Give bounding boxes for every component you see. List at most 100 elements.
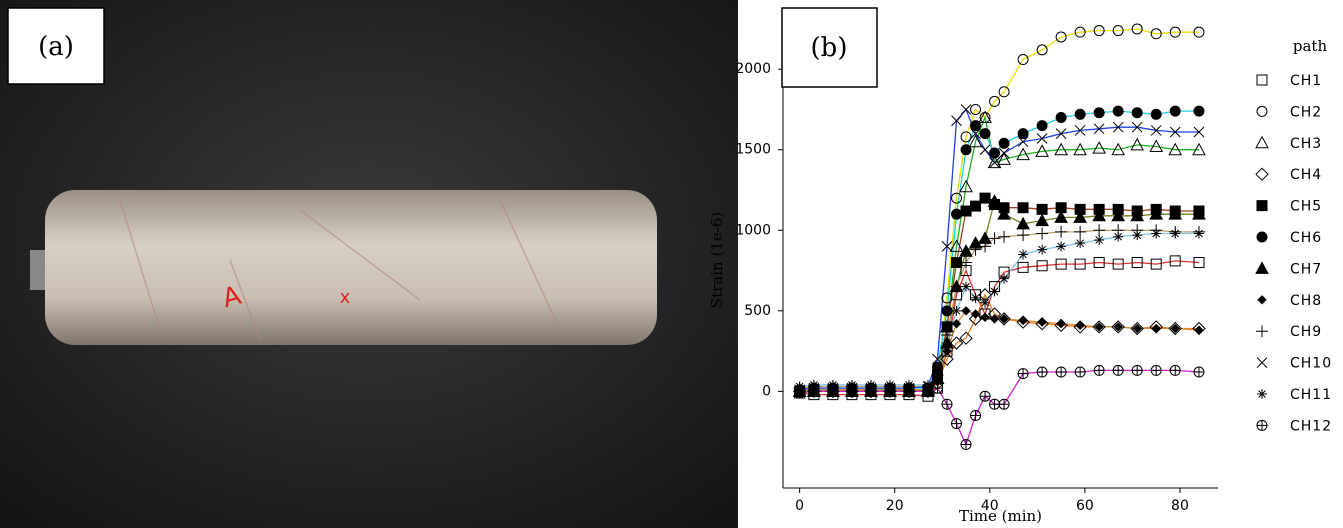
marker	[961, 282, 971, 292]
marker	[1018, 369, 1028, 379]
marker	[981, 313, 989, 321]
marker	[980, 193, 990, 203]
x-tick-label: 60	[1076, 498, 1094, 514]
marker	[952, 257, 962, 267]
photo-panel: A x (a)	[0, 0, 738, 528]
marker	[1170, 106, 1180, 116]
marker	[1018, 129, 1028, 139]
marker	[990, 286, 1000, 296]
marker	[795, 388, 805, 398]
legend-marker	[1257, 201, 1267, 211]
legend-marker	[1257, 420, 1267, 430]
legend-label: CH3	[1290, 136, 1322, 152]
panel-label: (b)	[811, 33, 848, 63]
x-tick-label: 0	[795, 498, 804, 514]
marker	[923, 386, 933, 396]
legend-marker	[1256, 168, 1268, 180]
marker	[1076, 321, 1084, 329]
marker	[971, 293, 981, 303]
marker	[971, 121, 981, 131]
marker	[1132, 230, 1142, 240]
marker	[1113, 365, 1123, 375]
marker	[1057, 320, 1065, 328]
legend-marker	[1258, 296, 1266, 304]
marker	[1056, 367, 1066, 377]
rock-mark: x	[340, 287, 351, 308]
marker	[809, 386, 819, 396]
marker	[904, 386, 914, 396]
legend-label: CH1	[1290, 73, 1322, 89]
series-line	[800, 311, 1199, 392]
legend-label: CH11	[1290, 387, 1332, 403]
marker	[961, 206, 971, 216]
marker	[1113, 232, 1123, 242]
marker	[990, 399, 1000, 409]
marker	[1075, 238, 1085, 248]
legend-marker	[1257, 106, 1267, 116]
series-line	[800, 370, 1199, 444]
marker	[1038, 318, 1046, 326]
marker	[933, 367, 943, 377]
marker	[961, 440, 971, 450]
y-tick-label: 0	[762, 383, 771, 399]
marker	[1152, 325, 1160, 333]
y-tick-label: 500	[744, 303, 771, 319]
marker	[1019, 316, 1027, 324]
marker	[1113, 106, 1123, 116]
marker	[1074, 226, 1086, 238]
legend-label: CH7	[1290, 261, 1322, 277]
marker	[1055, 226, 1067, 238]
marker	[847, 386, 857, 396]
marker	[1036, 228, 1048, 240]
legend-label: CH2	[1290, 104, 1322, 120]
legend-label: CH10	[1290, 356, 1332, 372]
marker	[1094, 235, 1104, 245]
legend-marker	[1256, 137, 1268, 148]
marker	[942, 399, 952, 409]
legend-label: CH5	[1290, 199, 1322, 215]
marker	[999, 399, 1009, 409]
series-line	[800, 295, 1199, 392]
marker	[1170, 365, 1180, 375]
marker	[1056, 241, 1066, 251]
series-line	[800, 198, 1199, 391]
marker	[971, 201, 981, 211]
marker	[1132, 365, 1142, 375]
marker	[980, 298, 990, 308]
legend-label: CH4	[1290, 167, 1322, 183]
marker	[1195, 326, 1203, 334]
marker	[1037, 367, 1047, 377]
y-tick-label: 2000	[735, 61, 771, 77]
series-line	[800, 234, 1199, 387]
marker	[1094, 108, 1104, 118]
marker	[980, 129, 990, 139]
marker	[1151, 109, 1161, 119]
legend-marker	[1257, 75, 1267, 85]
x-tick-label: 20	[886, 498, 904, 514]
legend-label: CH9	[1290, 324, 1322, 340]
marker	[1075, 109, 1085, 119]
legend-marker	[1257, 358, 1267, 368]
marker	[999, 138, 1009, 148]
marker	[980, 391, 990, 401]
marker	[1194, 106, 1204, 116]
marker	[1037, 121, 1047, 131]
marker	[1056, 113, 1066, 123]
marker	[1132, 108, 1142, 118]
y-axis-title: Strain (1e-6)	[708, 212, 726, 308]
marker	[961, 145, 971, 155]
marker	[942, 306, 952, 316]
marker	[1194, 367, 1204, 377]
x-axis-title: Time (min)	[959, 507, 1042, 525]
marker	[1075, 367, 1085, 377]
marker	[1151, 229, 1161, 239]
legend-label: CH8	[1290, 293, 1322, 309]
marker	[1194, 229, 1204, 239]
series-line	[800, 230, 1199, 388]
marker	[998, 231, 1010, 243]
marker	[1037, 245, 1047, 255]
marker	[961, 104, 971, 114]
legend-marker	[1257, 232, 1267, 242]
marker	[980, 145, 990, 155]
panel-label: (a)	[38, 32, 74, 62]
